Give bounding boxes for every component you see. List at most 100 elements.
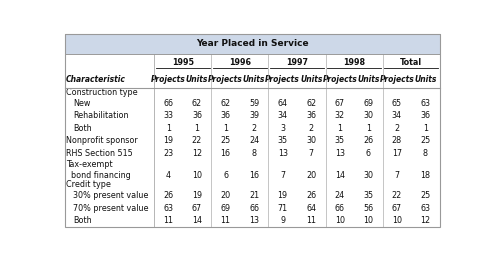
Bar (64, 54, 440, 71)
Text: 36: 36 (306, 111, 316, 120)
Text: 19: 19 (192, 191, 202, 200)
Text: 6: 6 (223, 171, 228, 180)
Text: 19: 19 (163, 136, 174, 146)
Text: 33: 33 (163, 111, 174, 120)
Text: New: New (73, 99, 91, 108)
Text: 8: 8 (423, 149, 428, 158)
Text: 70% present value: 70% present value (73, 204, 149, 213)
Text: Rehabilitation: Rehabilitation (73, 111, 129, 120)
Polygon shape (197, 109, 440, 227)
Text: 69: 69 (363, 99, 373, 108)
Text: 62: 62 (192, 99, 202, 108)
Text: 12: 12 (420, 216, 430, 225)
Text: 34: 34 (392, 111, 402, 120)
Text: 23: 23 (163, 149, 174, 158)
Text: 16: 16 (249, 171, 259, 180)
Text: Units: Units (357, 75, 379, 84)
Text: 7: 7 (308, 149, 314, 158)
Text: 71: 71 (277, 204, 288, 213)
Text: Both: Both (73, 216, 92, 225)
Text: 66: 66 (249, 204, 259, 213)
Text: Projects: Projects (322, 75, 357, 84)
Text: 3: 3 (280, 124, 285, 133)
Text: 63: 63 (421, 99, 430, 108)
Text: 67: 67 (192, 204, 202, 213)
Text: Units: Units (414, 75, 437, 84)
Text: Tax-exempt: Tax-exempt (66, 160, 113, 169)
Text: 28: 28 (392, 136, 402, 146)
Text: Credit type: Credit type (66, 180, 111, 189)
Text: 4: 4 (166, 171, 171, 180)
Text: 11: 11 (220, 216, 231, 225)
Text: 67: 67 (335, 99, 345, 108)
Bar (64, 215, 440, 227)
Text: 69: 69 (220, 204, 231, 213)
Bar (64, 97, 440, 109)
Bar (64, 71, 440, 87)
Text: 66: 66 (335, 204, 345, 213)
Text: 18: 18 (421, 171, 430, 180)
Text: 26: 26 (306, 191, 316, 200)
Text: Both: Both (73, 124, 92, 133)
Text: 14: 14 (192, 216, 202, 225)
Text: 25: 25 (420, 191, 430, 200)
Text: 16: 16 (220, 149, 231, 158)
Text: 32: 32 (335, 111, 345, 120)
Text: 35: 35 (335, 136, 345, 146)
Text: 22: 22 (192, 136, 202, 146)
Text: 1995: 1995 (172, 58, 194, 67)
Text: 2: 2 (395, 124, 400, 133)
Text: 13: 13 (277, 149, 288, 158)
Bar (64, 122, 440, 135)
Text: 63: 63 (421, 204, 430, 213)
Text: RHS Section 515: RHS Section 515 (66, 149, 133, 158)
Bar (64, 109, 440, 122)
Text: 24: 24 (335, 191, 345, 200)
Text: 2: 2 (308, 124, 314, 133)
Text: Projects: Projects (379, 75, 414, 84)
Text: 11: 11 (163, 216, 174, 225)
Text: 1: 1 (338, 124, 342, 133)
Text: 1: 1 (423, 124, 428, 133)
Text: 10: 10 (335, 216, 345, 225)
Text: Projects: Projects (265, 75, 300, 84)
Text: 24: 24 (249, 136, 259, 146)
Text: 25: 25 (420, 136, 430, 146)
Bar (64, 135, 440, 147)
Text: 36: 36 (421, 111, 430, 120)
Text: Units: Units (300, 75, 322, 84)
Text: 1998: 1998 (343, 58, 365, 67)
Text: 20: 20 (220, 191, 231, 200)
Text: 63: 63 (163, 204, 174, 213)
Text: 21: 21 (249, 191, 259, 200)
Text: 62: 62 (306, 99, 316, 108)
Text: 10: 10 (192, 171, 202, 180)
Text: 26: 26 (363, 136, 373, 146)
Text: 64: 64 (306, 204, 316, 213)
Bar (64, 34, 440, 54)
Text: 13: 13 (249, 216, 259, 225)
Text: 10: 10 (392, 216, 402, 225)
Text: 26: 26 (163, 191, 174, 200)
Text: 1996: 1996 (229, 58, 251, 67)
Text: Year Placed in Service: Year Placed in Service (196, 39, 308, 48)
Text: 1: 1 (366, 124, 371, 133)
Text: 34: 34 (277, 111, 288, 120)
Text: 30% present value: 30% present value (73, 191, 149, 200)
Text: Projects: Projects (208, 75, 243, 84)
Text: 2: 2 (251, 124, 257, 133)
Text: Units: Units (243, 75, 265, 84)
Text: 17: 17 (392, 149, 402, 158)
Text: 35: 35 (363, 191, 373, 200)
Text: Characteristic: Characteristic (66, 75, 126, 84)
Bar (64, 147, 440, 160)
Text: 1: 1 (223, 124, 228, 133)
Text: 39: 39 (249, 111, 259, 120)
Text: 8: 8 (251, 149, 257, 158)
Text: 9: 9 (280, 216, 285, 225)
Text: 30: 30 (306, 136, 316, 146)
Text: Units: Units (186, 75, 208, 84)
Text: 6: 6 (366, 149, 371, 158)
Text: 30: 30 (364, 111, 373, 120)
Text: 10: 10 (364, 216, 373, 225)
